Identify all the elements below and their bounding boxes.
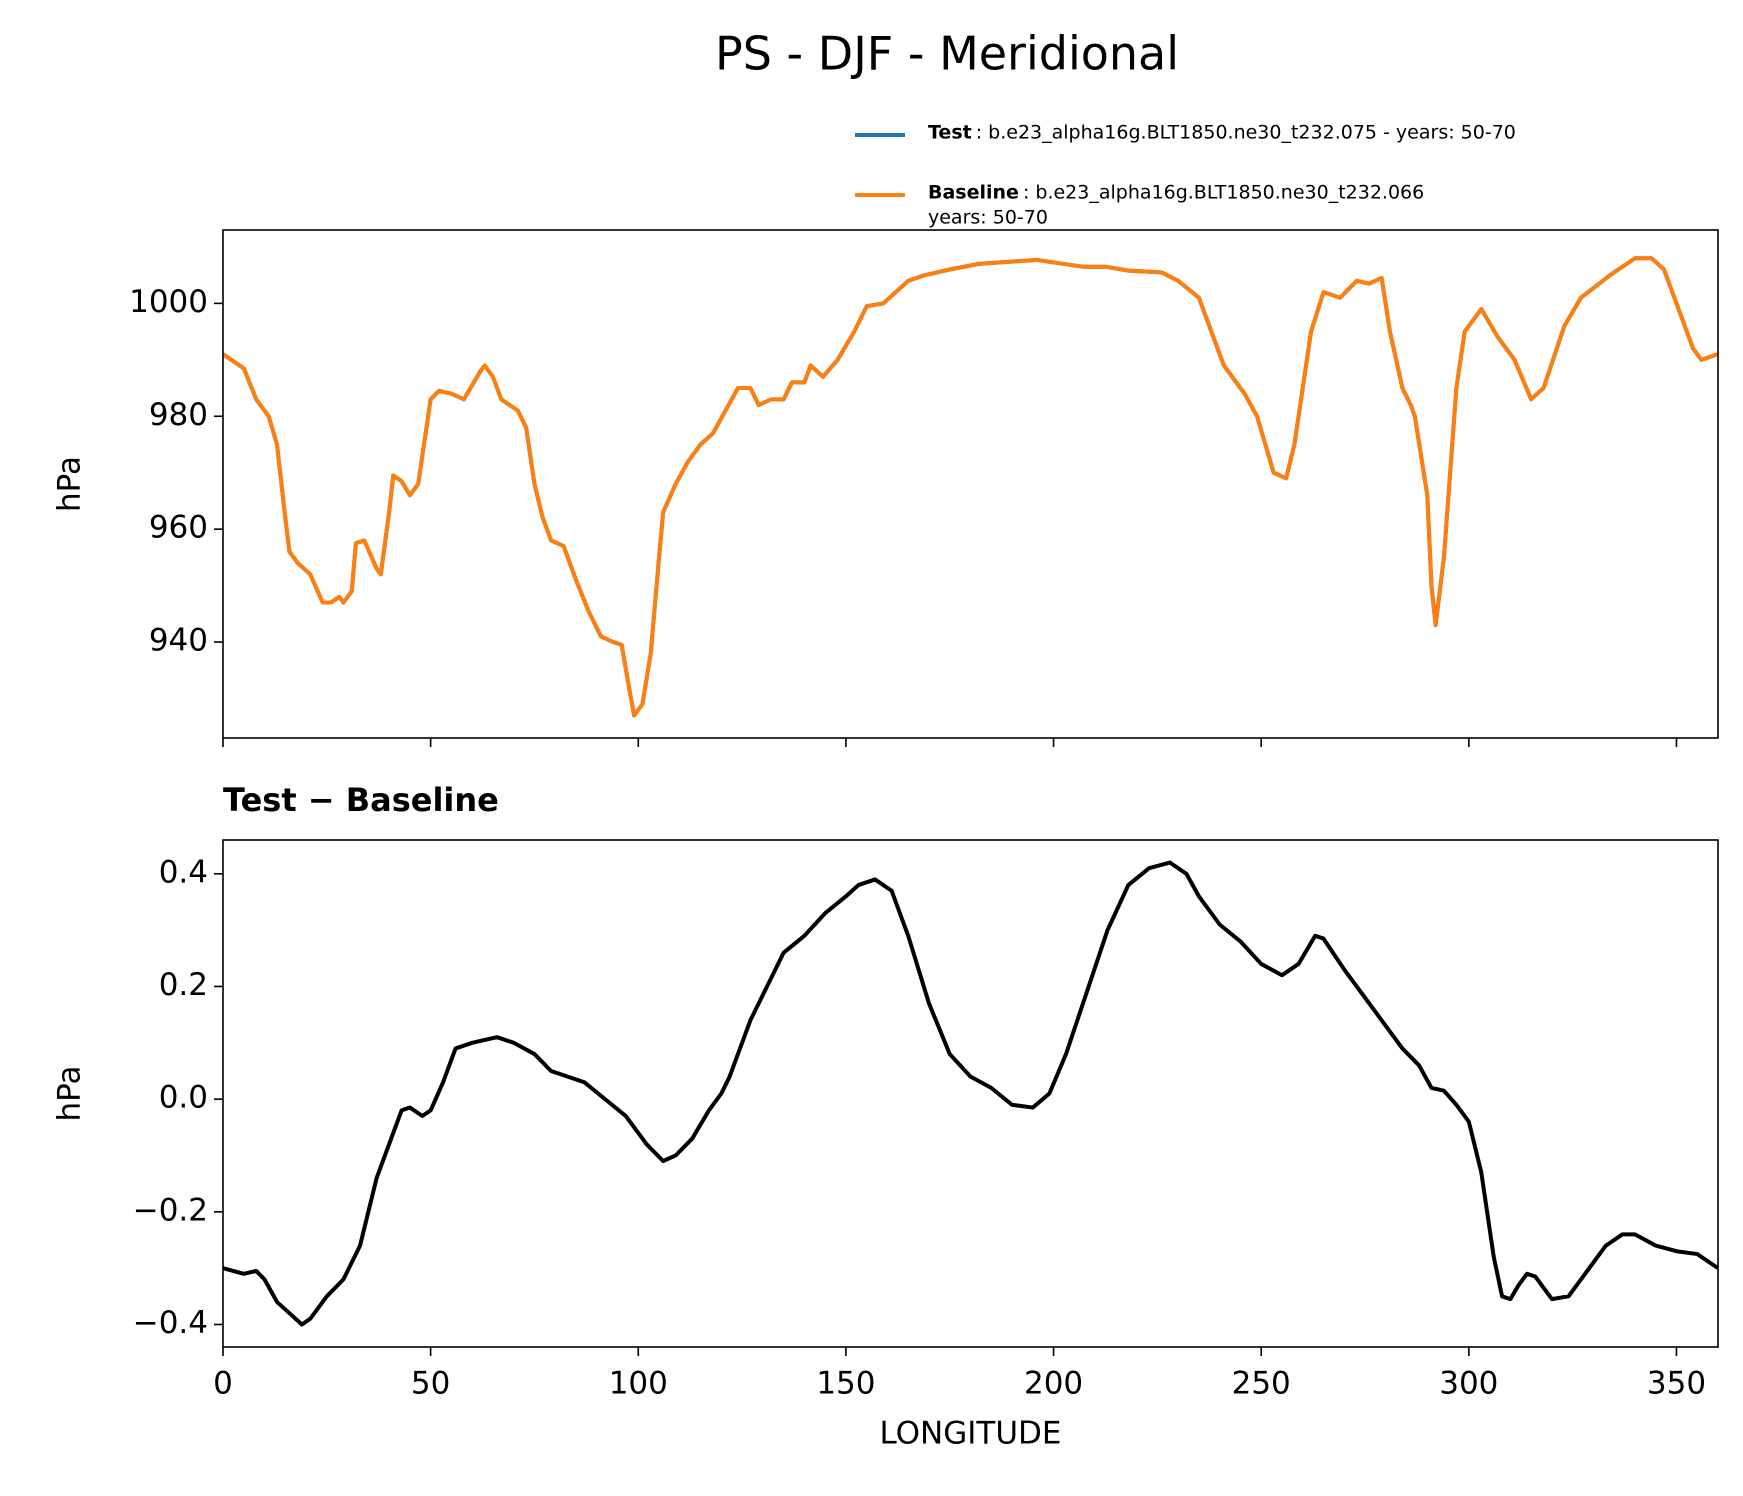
x-tick-label: 0	[213, 1366, 233, 1402]
legend-description: years: 50-70	[928, 207, 1048, 229]
x-tick-label: 350	[1647, 1366, 1706, 1402]
y-tick-label: 980	[149, 397, 208, 433]
x-axis-label: LONGITUDE	[879, 1416, 1061, 1452]
y-tick-label: −0.4	[133, 1305, 208, 1341]
subplot-title: Test − Baseline	[223, 781, 499, 819]
x-tick-label: 200	[1024, 1366, 1083, 1402]
y-axis-label: hPa	[52, 1066, 88, 1122]
legend-name: Baseline	[928, 182, 1019, 204]
x-tick-label: 50	[411, 1366, 450, 1402]
y-axis-label: hPa	[52, 456, 88, 512]
y-tick-label: 1000	[129, 284, 208, 320]
x-tick-label: 300	[1439, 1366, 1498, 1402]
y-tick-label: 960	[149, 510, 208, 546]
legend-name: Test	[928, 122, 972, 144]
y-tick-label: −0.2	[133, 1192, 208, 1228]
figure-title: PS - DJF - Meridional	[715, 27, 1179, 81]
legend-description: : b.e23_alpha16g.BLT1850.ne30_t232.066	[1023, 182, 1424, 204]
y-tick-label: 0.4	[159, 854, 208, 890]
x-tick-label: 250	[1232, 1366, 1291, 1402]
series-line	[223, 860, 1718, 1327]
y-tick-label: 0.0	[159, 1080, 208, 1116]
x-tick-label: 150	[816, 1366, 875, 1402]
plot-frame	[222, 839, 1719, 1348]
y-tick-label: 940	[149, 623, 208, 659]
series-line	[223, 256, 1718, 718]
y-tick-label: 0.2	[159, 967, 208, 1003]
legend-description: : b.e23_alpha16g.BLT1850.ne30_t232.075 -…	[976, 122, 1516, 144]
x-tick-label: 100	[609, 1366, 668, 1402]
plot-frame	[222, 229, 1719, 739]
